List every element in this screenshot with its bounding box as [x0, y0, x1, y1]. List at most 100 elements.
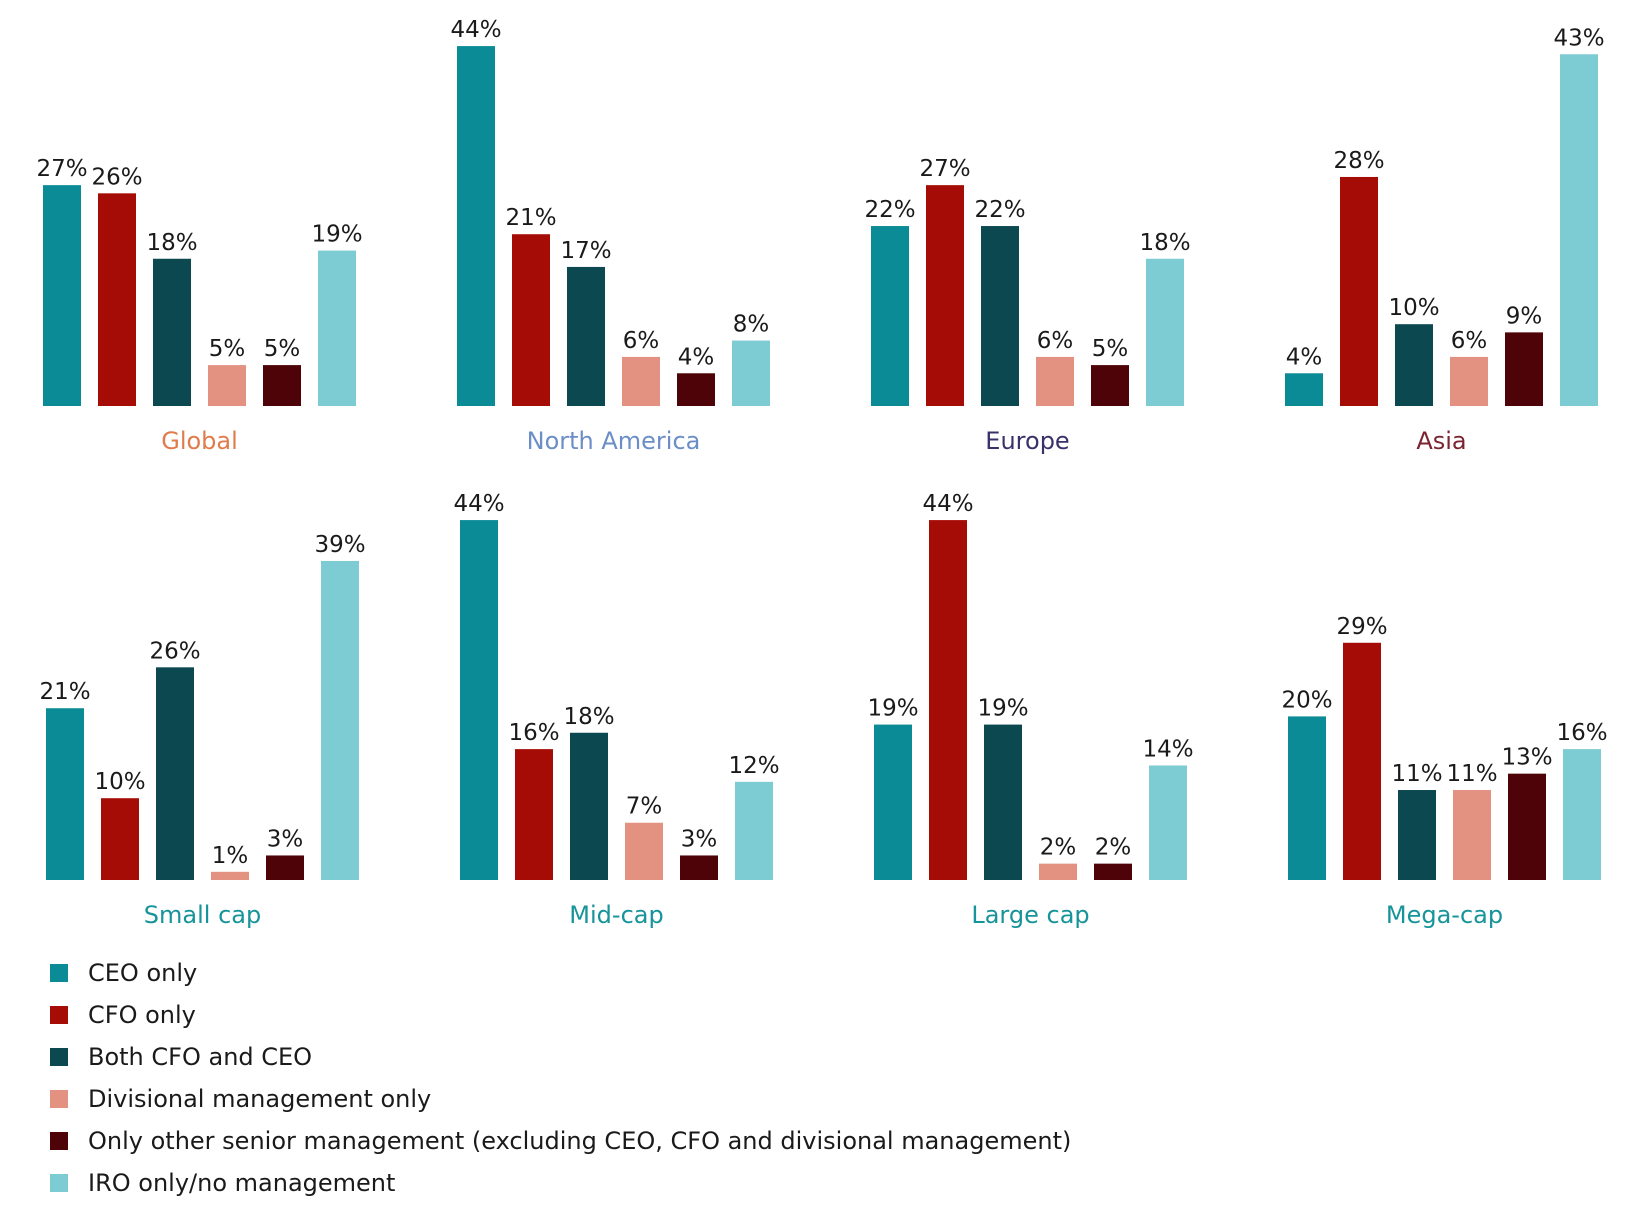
category-label: Europe: [985, 427, 1069, 455]
data-label: 44%: [450, 17, 501, 43]
data-label: 3%: [681, 826, 718, 852]
bar: [460, 520, 498, 880]
bar: [926, 185, 964, 406]
data-label: 9%: [1506, 303, 1543, 329]
bar: [1146, 258, 1184, 406]
bar: [732, 340, 770, 406]
data-label: 43%: [1553, 25, 1604, 51]
bar: [1395, 324, 1433, 406]
bar: [1340, 176, 1378, 406]
bar: [1450, 356, 1488, 406]
bar: [153, 258, 191, 406]
bar: [622, 356, 660, 406]
data-label: 8%: [733, 312, 770, 338]
bar: [1563, 749, 1601, 880]
bar: [457, 46, 495, 406]
data-label: 18%: [146, 230, 197, 256]
legend-swatch-icon: [50, 1090, 68, 1108]
legend-swatch-icon: [50, 964, 68, 982]
data-label: 7%: [626, 794, 663, 820]
category-label: North America: [527, 427, 701, 455]
bar: [318, 250, 356, 406]
data-label: 19%: [867, 696, 918, 722]
data-label: 2%: [1095, 835, 1132, 861]
data-label: 28%: [1333, 148, 1384, 174]
data-label: 19%: [977, 696, 1028, 722]
legend-label: Both CFO and CEO: [88, 1043, 313, 1071]
legend-item: CFO only: [50, 994, 1071, 1036]
legend-label: Divisional management only: [88, 1085, 432, 1113]
bar: [1343, 642, 1381, 880]
category-label: Small cap: [144, 901, 261, 929]
bar: [677, 373, 715, 406]
bar: [1036, 356, 1074, 406]
data-label: 3%: [267, 826, 304, 852]
legend-item: Both CFO and CEO: [50, 1036, 1071, 1078]
bar: [1091, 365, 1129, 406]
legend-item: Only other senior management (excluding …: [50, 1120, 1071, 1162]
data-label: 12%: [728, 753, 779, 779]
legend: CEO only CFO only Both CFO and CEO Divis…: [50, 952, 1071, 1204]
legend-item: IRO only/no management: [50, 1162, 1071, 1204]
legend-swatch-icon: [50, 1006, 68, 1024]
legend-label: IRO only/no management: [88, 1169, 396, 1197]
bar: [871, 226, 909, 406]
bar: [98, 193, 136, 406]
bar: [1094, 863, 1132, 880]
data-label: 29%: [1336, 614, 1387, 640]
data-label: 27%: [36, 156, 87, 182]
data-label: 16%: [1556, 720, 1607, 746]
bar: [1039, 863, 1077, 880]
data-label: 1%: [212, 843, 249, 869]
bar: [321, 560, 359, 880]
data-label: 6%: [1451, 328, 1488, 354]
bar: [515, 749, 553, 880]
bar: [570, 732, 608, 880]
category-label: Large cap: [971, 901, 1089, 929]
data-label: 2%: [1040, 835, 1077, 861]
bar: [984, 724, 1022, 880]
bar: [263, 365, 301, 406]
data-label: 17%: [560, 238, 611, 264]
data-label: 10%: [94, 769, 145, 795]
category-label: Asia: [1416, 427, 1466, 455]
bar: [1398, 790, 1436, 880]
data-label: 21%: [39, 679, 90, 705]
data-label: 20%: [1281, 687, 1332, 713]
bar: [512, 234, 550, 406]
category-label: Global: [161, 427, 238, 455]
legend-label: Only other senior management (excluding …: [88, 1127, 1072, 1155]
data-label: 44%: [922, 491, 973, 517]
data-label: 39%: [314, 532, 365, 558]
data-label: 5%: [1092, 336, 1129, 362]
bar: [208, 365, 246, 406]
bar: [1505, 332, 1543, 406]
legend-item: Divisional management only: [50, 1078, 1071, 1120]
data-label: 26%: [91, 164, 142, 190]
category-label: Mid-cap: [569, 901, 663, 929]
data-label: 4%: [1286, 344, 1323, 370]
bar: [43, 185, 81, 406]
bar: [1149, 765, 1187, 880]
bar: [1285, 373, 1323, 406]
data-label: 18%: [563, 704, 614, 730]
bar: [266, 855, 304, 880]
bar: [1560, 54, 1598, 406]
bar: [929, 520, 967, 880]
legend-swatch-icon: [50, 1132, 68, 1150]
data-label: 11%: [1446, 761, 1497, 787]
bar: [101, 798, 139, 880]
data-label: 5%: [264, 336, 301, 362]
legend-item: CEO only: [50, 952, 1071, 994]
data-label: 14%: [1142, 736, 1193, 762]
data-label: 19%: [311, 222, 362, 248]
legend-label: CEO only: [88, 959, 198, 987]
data-label: 18%: [1139, 230, 1190, 256]
bar: [1453, 790, 1491, 880]
data-label: 22%: [864, 197, 915, 223]
data-label: 27%: [919, 156, 970, 182]
legend-swatch-icon: [50, 1174, 68, 1192]
legend-label: CFO only: [88, 1001, 196, 1029]
data-label: 13%: [1501, 745, 1552, 771]
data-label: 4%: [678, 344, 715, 370]
